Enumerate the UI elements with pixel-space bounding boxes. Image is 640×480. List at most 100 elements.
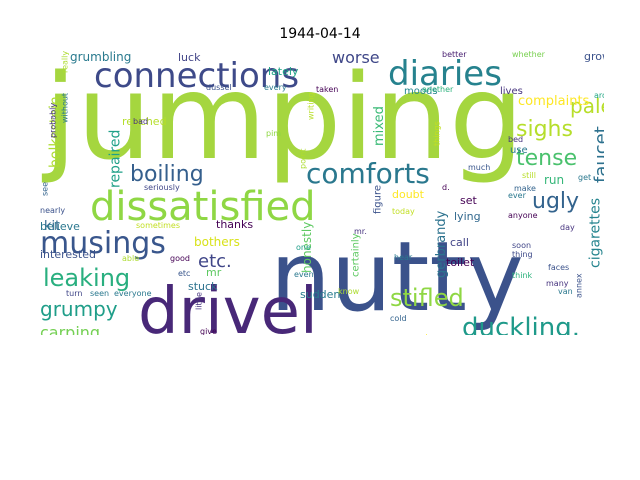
word-cloud: jumping nutty drivel dissatisfied connection… (38, 48, 604, 335)
word-better: better (442, 50, 467, 59)
word-hear: hear (394, 253, 413, 262)
word-things: things (433, 121, 442, 146)
word-certainly: certainly (350, 233, 361, 277)
word-cigarettes: cigarettes (588, 198, 604, 268)
word-one: one (296, 243, 311, 252)
word-mr: mr. (354, 227, 367, 236)
word-figure: figure (372, 185, 383, 214)
word-know: know (338, 287, 360, 296)
word-honestly: honestly (300, 222, 314, 273)
word-grumpy: grumpy (40, 297, 118, 321)
word-sudden: sudden (300, 288, 340, 301)
word-make: make (514, 184, 536, 193)
word-tense: tense (516, 146, 577, 171)
word-think: think (512, 271, 533, 280)
word-call: call (450, 236, 469, 249)
word-worse: worse (332, 48, 380, 67)
word-without: without (61, 93, 70, 123)
word-bothers: bothers (194, 235, 240, 249)
word-anyone: anyone (508, 211, 538, 220)
word-soon: soon (512, 241, 531, 250)
word-nutty: nutty (270, 221, 524, 333)
word-jumping: jumping (41, 48, 524, 186)
word-gerbrandy: gerbrandy (434, 210, 449, 278)
word-set: set (460, 194, 477, 207)
word-comforts: comforts (306, 157, 430, 190)
word-lately: lately (268, 65, 299, 78)
word-probably: probably (49, 103, 58, 138)
word-faces: faces (548, 263, 569, 272)
word-get: get (578, 173, 591, 182)
word-cold: cold (390, 314, 407, 323)
word-boiling: boiling (130, 162, 204, 187)
word-musings: musings (40, 226, 166, 261)
word-moods: moods (404, 86, 438, 97)
word-example: example (398, 333, 433, 335)
word-etc: etc. (198, 251, 232, 272)
word-stifled: stifled (390, 284, 464, 312)
word-bolkestein: bolkestein (48, 96, 64, 168)
word-day: day (560, 223, 575, 232)
word-luck: luck (178, 51, 201, 64)
word-sighs: sighs (516, 117, 573, 142)
word-ever: ever (508, 191, 527, 200)
word-dussel: dussel (206, 83, 232, 92)
word-turn: turn (66, 289, 82, 298)
word-every: every (264, 83, 287, 92)
word-really: really (61, 51, 70, 73)
word-complaints: complaints (518, 94, 590, 109)
word-carping: carping (40, 323, 100, 335)
word-diaries: diaries (388, 54, 502, 94)
word-kit: kit (44, 219, 60, 234)
word-ugly: ugly (532, 189, 579, 214)
word-lying: lying (454, 210, 481, 223)
chart-title: 1944-04-14 (279, 26, 361, 42)
word-leaking: leaking (43, 264, 130, 292)
word-many: many (546, 279, 569, 288)
word-writing: writing (307, 92, 316, 120)
word-reached: reached (122, 115, 167, 128)
word-nearly: nearly (40, 206, 65, 215)
word-even: even (294, 270, 314, 279)
word-seen: seen (90, 289, 109, 298)
word-repaired: repaired (108, 130, 124, 188)
word-today: today (392, 207, 415, 216)
word-seriously: seriously (144, 183, 180, 192)
word-sometimes: sometimes (136, 221, 180, 230)
word-grumbling: grumbling (70, 50, 131, 64)
word-another: another (422, 85, 454, 94)
word-thanks: thanks (216, 218, 253, 231)
word-toilet: toilet (446, 256, 475, 269)
word-taken: taken (316, 85, 338, 94)
word-little: little (195, 292, 204, 310)
word-see: see (41, 182, 50, 196)
word-able: able (122, 254, 139, 263)
word-connections: connections (94, 56, 299, 96)
word-pim: pim (266, 129, 281, 138)
word-whether: whether (512, 50, 546, 59)
word-pale: pale (570, 94, 604, 118)
word-growing: growing (584, 50, 604, 63)
word-duckling: duckling. (462, 313, 580, 335)
word-lives: lives (500, 86, 523, 97)
word-d: d. (442, 183, 450, 192)
word-mixed: mixed (372, 106, 387, 146)
word-much: much (468, 163, 490, 172)
word-thing: thing (512, 250, 533, 259)
word-good: good (170, 254, 190, 263)
word-everyone: everyone (114, 289, 152, 298)
word-bed: bed (508, 135, 523, 144)
word-believe: believe (40, 220, 80, 233)
word-run: run (544, 173, 564, 187)
word-annex: annex (575, 273, 584, 298)
word-point: point (299, 149, 308, 169)
word-stuck: stuck (188, 280, 218, 293)
word-drivel: drivel (138, 275, 318, 335)
word-use: use (510, 145, 528, 156)
word-interested: interested (40, 248, 96, 261)
word-around: around (594, 91, 604, 100)
word-dissatisfied: dissatisfied (90, 184, 316, 230)
word-give: give (200, 327, 217, 335)
word-mr: mr (206, 266, 222, 279)
